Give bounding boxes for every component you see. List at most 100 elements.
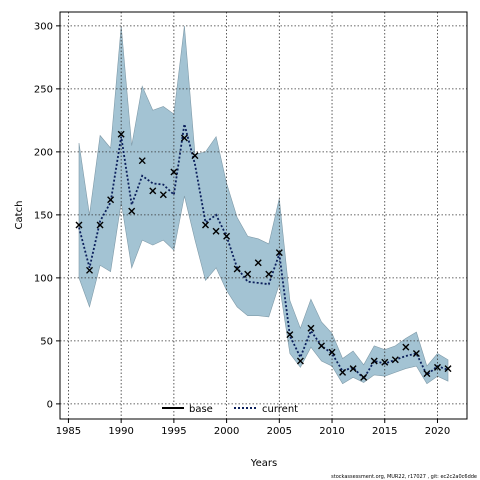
marker-stroke — [286, 331, 294, 339]
x-axis-ticks: 1985 1990 1995 2000 2005 2010 2015 2020 — [56, 419, 450, 437]
marker-stroke — [360, 373, 368, 381]
legend-current-label: current — [262, 404, 298, 415]
marker-stroke — [433, 363, 441, 371]
observed-marker-1998 — [202, 221, 210, 229]
observed-marker-2003 — [254, 259, 262, 267]
y-tick-label-200: 200 — [34, 147, 53, 158]
observed-marker-2012 — [349, 365, 357, 373]
marker-stroke — [107, 196, 115, 204]
observed-marker-2008 — [307, 324, 315, 332]
observed-marker-1996 — [180, 134, 188, 142]
x-tick-label-2015: 2015 — [372, 426, 397, 437]
marker-stroke — [149, 187, 157, 195]
marker-stroke — [254, 259, 262, 267]
y-tick-label-0: 0 — [47, 399, 53, 410]
marker-stroke — [191, 152, 199, 160]
x-tick-label-2020: 2020 — [425, 426, 450, 437]
marker-stroke — [370, 357, 378, 365]
observed-marker-1989 — [107, 196, 115, 204]
observed-marker-2001 — [233, 265, 241, 273]
y-axis-title: Catch — [14, 201, 25, 230]
observed-marker-2006 — [286, 331, 294, 339]
x-tick-label-2010: 2010 — [319, 426, 344, 437]
marker-stroke — [423, 370, 431, 378]
observed-markers-layer — [75, 130, 452, 381]
legend-base-label: base — [189, 404, 213, 415]
observed-marker-2020 — [433, 363, 441, 371]
observed-marker-2014 — [370, 357, 378, 365]
marker-stroke — [402, 343, 410, 351]
observed-marker-1992 — [138, 157, 146, 165]
x-tick-label-1985: 1985 — [56, 426, 81, 437]
series-line-current — [78, 123, 449, 381]
x-tick-label-2000: 2000 — [214, 426, 239, 437]
marker-stroke — [86, 266, 94, 274]
marker-stroke — [412, 349, 420, 357]
observed-marker-1999 — [212, 227, 220, 235]
observed-marker-1997 — [191, 152, 199, 160]
marker-stroke — [265, 270, 273, 278]
observed-marker-2009 — [317, 342, 325, 350]
observed-marker-2010 — [328, 348, 336, 356]
observed-marker-2005 — [275, 249, 283, 257]
y-tick-label-100: 100 — [34, 273, 53, 284]
marker-stroke — [391, 356, 399, 364]
marker-stroke — [349, 365, 357, 373]
confidence-band — [78, 25, 449, 385]
observed-marker-2004 — [265, 270, 273, 278]
marker-stroke — [223, 232, 231, 240]
marker-stroke — [307, 324, 315, 332]
marker-stroke — [317, 342, 325, 350]
marker-stroke — [180, 134, 188, 142]
x-tick-label-1995: 1995 — [161, 426, 186, 437]
marker-stroke — [128, 207, 136, 215]
marker-stroke — [233, 265, 241, 273]
observed-marker-2015 — [381, 358, 389, 366]
observed-marker-1988 — [96, 221, 104, 229]
marker-stroke — [381, 358, 389, 366]
series-line-layer — [78, 123, 449, 381]
observed-marker-2002 — [244, 270, 252, 278]
observed-marker-1986 — [75, 221, 83, 229]
legend: base current — [162, 404, 298, 415]
y-tick-label-150: 150 — [34, 210, 53, 221]
observed-marker-1987 — [86, 266, 94, 274]
observed-marker-2011 — [339, 368, 347, 376]
observed-marker-2018 — [412, 349, 420, 357]
y-tick-label-300: 300 — [34, 21, 53, 32]
observed-marker-2017 — [402, 343, 410, 351]
x-tick-label-1990: 1990 — [108, 426, 133, 437]
marker-stroke — [328, 348, 336, 356]
marker-stroke — [275, 249, 283, 257]
observed-marker-1993 — [149, 187, 157, 195]
observed-marker-2021 — [444, 365, 452, 373]
marker-stroke — [296, 357, 304, 365]
observed-marker-1991 — [128, 207, 136, 215]
marker-stroke — [138, 157, 146, 165]
observed-marker-2000 — [223, 232, 231, 240]
y-tick-label-50: 50 — [40, 336, 53, 347]
observed-marker-2016 — [391, 356, 399, 364]
marker-stroke — [202, 221, 210, 229]
marker-stroke — [75, 221, 83, 229]
y-axis-ticks: 0 50 100 150 200 250 300 — [34, 21, 60, 410]
observed-marker-2019 — [423, 370, 431, 378]
plot-frame — [59, 11, 468, 420]
observed-marker-1990 — [117, 130, 125, 138]
marker-stroke — [96, 221, 104, 229]
x-tick-label-2005: 2005 — [267, 426, 292, 437]
observed-marker-1995 — [170, 168, 178, 176]
marker-stroke — [170, 168, 178, 176]
y-tick-label-250: 250 — [34, 84, 53, 95]
observed-marker-2013 — [360, 373, 368, 381]
footnote: stockassessment.org, MUR22, r17027 , git… — [331, 474, 477, 480]
observed-marker-1994 — [159, 191, 167, 199]
confidence-band-layer — [78, 25, 449, 385]
marker-stroke — [117, 130, 125, 138]
marker-stroke — [339, 368, 347, 376]
x-axis-title: Years — [250, 458, 277, 469]
marker-stroke — [212, 227, 220, 235]
marker-stroke — [444, 365, 452, 373]
marker-stroke — [159, 191, 167, 199]
